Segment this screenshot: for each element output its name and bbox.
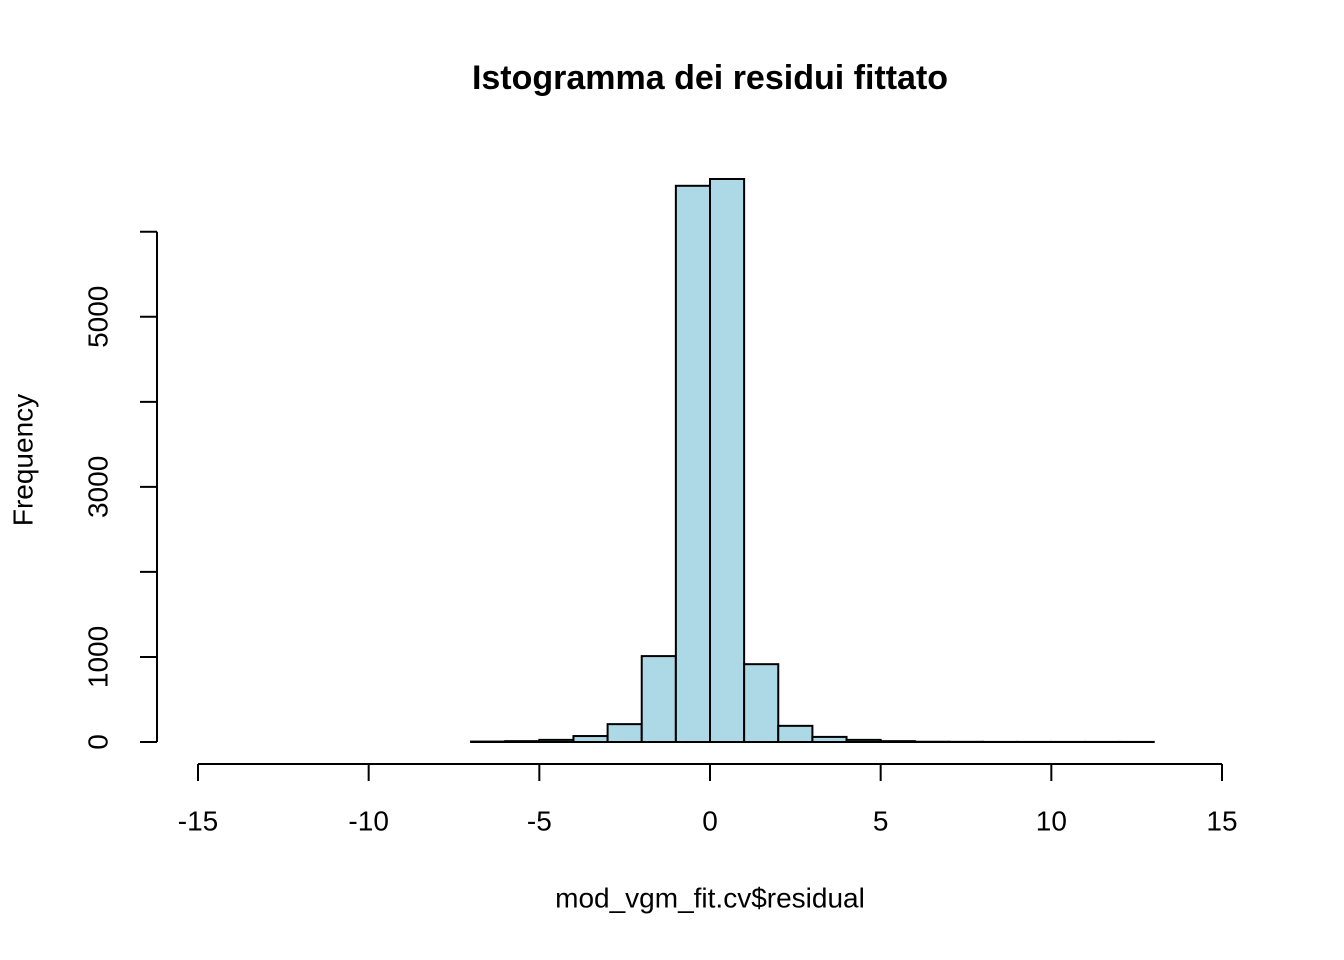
x-axis-label: mod_vgm_fit.cv$residual — [555, 882, 865, 913]
x-tick-label: 5 — [873, 805, 889, 836]
chart-title: Istogramma dei residui fittato — [472, 59, 948, 97]
bar — [606, 723, 643, 744]
bar — [674, 184, 711, 743]
bar — [845, 738, 882, 743]
bar — [709, 178, 746, 743]
bar — [879, 740, 916, 743]
bar — [640, 655, 677, 744]
bar — [538, 738, 575, 743]
bar — [743, 663, 780, 743]
y-axis-label: Frequency — [7, 394, 38, 526]
bar — [811, 735, 848, 743]
y-tick-label: 0 — [82, 734, 113, 750]
x-tick-label: 0 — [702, 805, 718, 836]
x-tick-label: -5 — [527, 805, 552, 836]
x-tick-label: 10 — [1036, 805, 1067, 836]
y-tick-label: 1000 — [82, 626, 113, 688]
y-tick-label: 5000 — [82, 286, 113, 348]
x-tick-label: -15 — [178, 805, 218, 836]
y-tick-label: 3000 — [82, 456, 113, 518]
x-tick-label: 15 — [1206, 805, 1237, 836]
bar — [572, 735, 609, 743]
x-tick-label: -10 — [348, 805, 388, 836]
bar — [504, 740, 541, 743]
bar — [777, 724, 814, 743]
